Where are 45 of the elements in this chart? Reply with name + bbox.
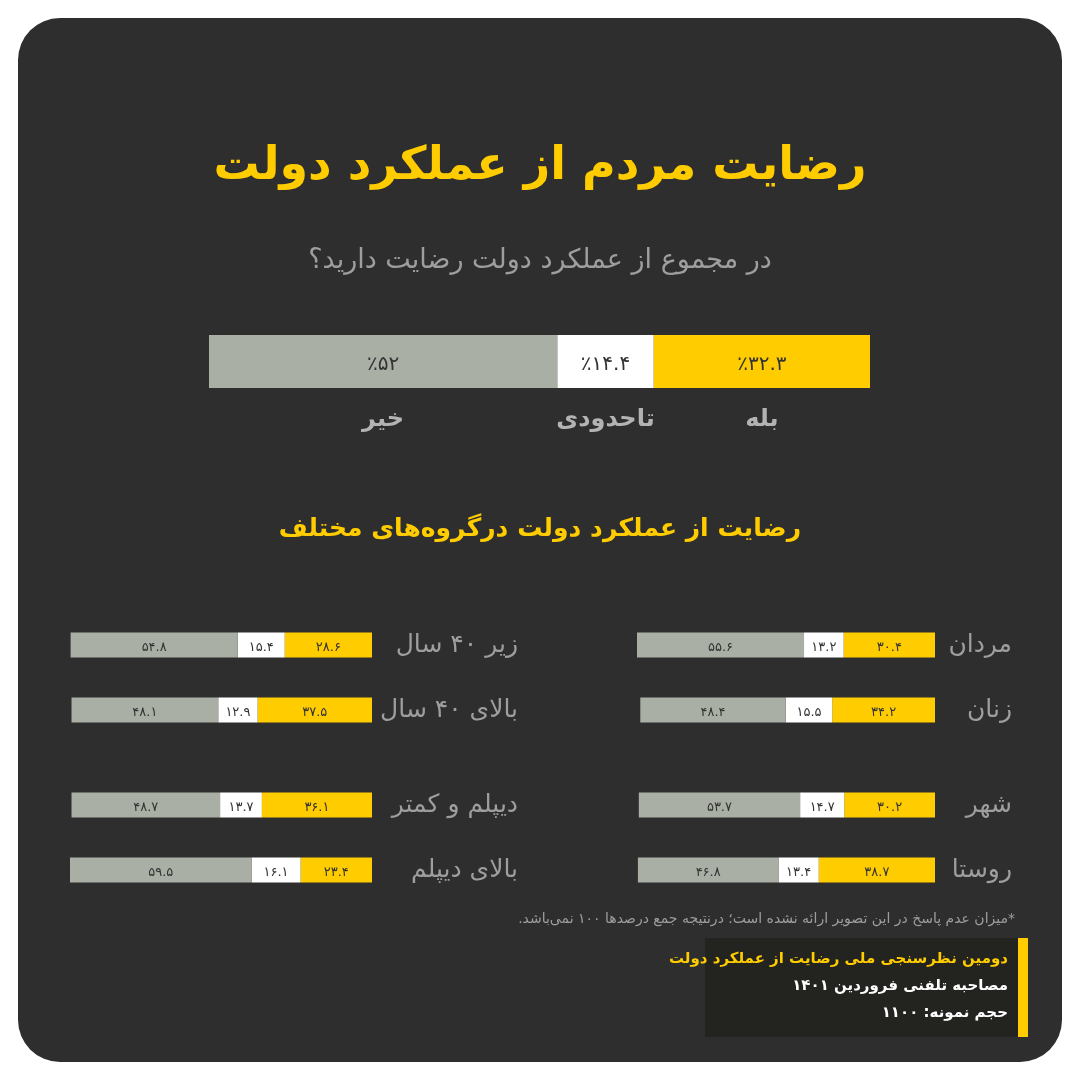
data-label: ۱۵.۴ xyxy=(248,638,274,654)
text: حجم نمونه: ۱۱۰۰ xyxy=(881,1003,1008,1021)
data-label: ۳۰.۴ xyxy=(876,638,902,654)
data-label: ۳۷.۵ xyxy=(302,703,328,719)
y-tick-label: بالای دیپلم xyxy=(411,853,518,884)
series-label: تاحدودی xyxy=(556,404,655,432)
data-label: ٪۱۴.۴ xyxy=(580,350,631,375)
data-label: ٪۵۲ xyxy=(367,350,400,375)
data-label: ۱۴.۷ xyxy=(809,798,835,814)
data-label: ۴۸.۱ xyxy=(132,703,158,719)
data-label: ۵۴.۸ xyxy=(141,638,167,654)
y-tick-label: بالای ۴۰ سال xyxy=(380,693,518,723)
data-label: ۳۰.۲ xyxy=(877,798,903,814)
data-label: ۳۶.۱ xyxy=(304,798,330,814)
y-tick-label: دیپلم و کمتر xyxy=(389,788,518,819)
data-label: ۵۳.۷ xyxy=(706,798,733,814)
data-label: ۱۵.۵ xyxy=(796,703,822,719)
data-label: ٪۳۲.۳ xyxy=(737,350,787,375)
data-label: ۴۶.۸ xyxy=(695,863,721,879)
data-label: ۴۸.۷ xyxy=(133,798,159,814)
data-label: ۱۳.۲ xyxy=(811,638,837,654)
series-label: بله xyxy=(745,404,779,432)
y-tick-label: زیر ۴۰ سال xyxy=(395,628,518,658)
text: دومین نظرسنجی ملی رضایت از عملکرد دولت xyxy=(668,949,1009,967)
chart-title: رضایت از عملکرد دولت درگروه‌های مختلف xyxy=(278,512,802,543)
text: *میزان عدم پاسخ در این تصویر ارائه نشده است؛ درنتیجه جمع درصدها ۱۰۰ نمی‌باشد. xyxy=(518,910,1015,927)
data-label: ۳۴.۲ xyxy=(871,703,897,719)
series-label: خیر xyxy=(361,404,405,432)
data-label: ۱۶.۱ xyxy=(263,863,289,879)
data-label: ۱۳.۴ xyxy=(786,863,812,879)
y-tick-label: روستا xyxy=(951,853,1012,884)
text: مصاحبه تلفنی فروردین ۱۴۰۱ xyxy=(792,976,1008,994)
data-label: ۱۳.۷ xyxy=(228,798,254,814)
data-label: ۵۵.۶ xyxy=(707,638,734,654)
data-label: ۱۲.۹ xyxy=(225,703,251,719)
data-label: ۲۳.۴ xyxy=(323,863,349,879)
data-label: ۲۸.۶ xyxy=(315,638,341,654)
chart-title: رضایت مردم از عملکرد دولت xyxy=(213,136,867,190)
chart-subtitle: در مجموع از عملکرد دولت رضایت دارید؟ xyxy=(308,242,772,275)
y-tick-label: زنان xyxy=(966,693,1012,723)
data-label: ۴۸.۴ xyxy=(700,703,726,719)
y-tick-label: مردان xyxy=(948,628,1012,658)
y-tick-label: شهر xyxy=(963,788,1012,819)
data-label: ۳۸.۷ xyxy=(864,863,890,879)
data-label: ۵۹.۵ xyxy=(148,863,174,879)
